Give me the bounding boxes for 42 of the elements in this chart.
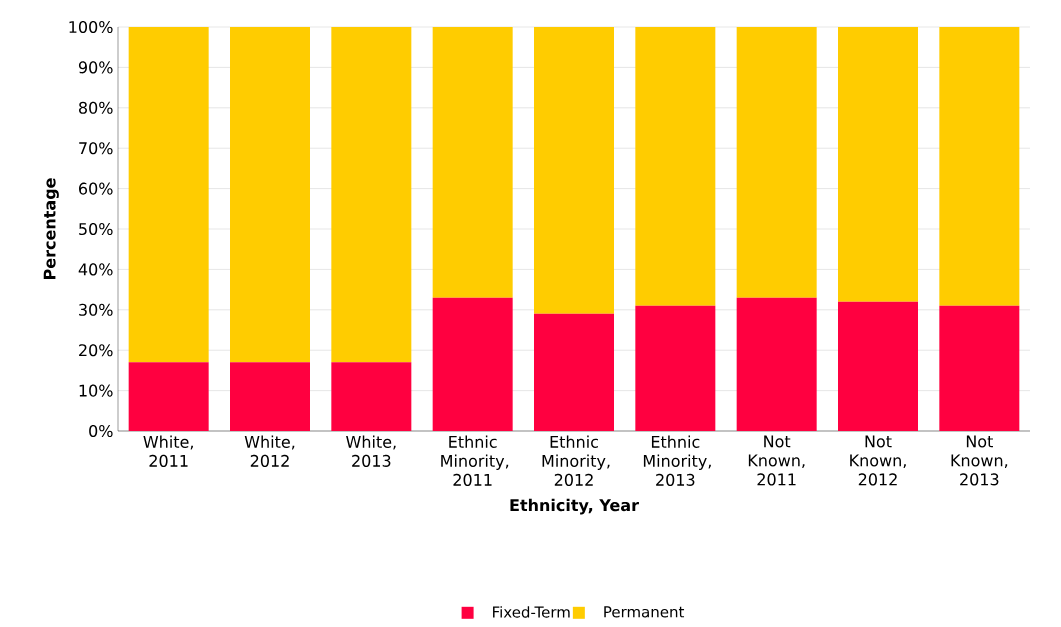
y-tick-label: 100% xyxy=(69,20,113,34)
y-tick-label: 60% xyxy=(79,182,113,195)
x-tick-label: White, 2013 xyxy=(346,435,396,467)
y-tick-label: 30% xyxy=(79,303,113,316)
legend-label: Fixed-Term xyxy=(493,606,570,618)
bar xyxy=(432,27,513,298)
y-tick-label: 80% xyxy=(79,101,113,114)
bar xyxy=(128,27,209,363)
bar xyxy=(838,301,918,432)
bar xyxy=(432,297,513,432)
x-tick-label: Ethnic Minority, 2013 xyxy=(643,435,711,486)
x-tick-label: Ethnic Minority, 2011 xyxy=(441,435,509,486)
y-tick-label: 0% xyxy=(89,424,113,438)
bar xyxy=(230,362,310,432)
bar xyxy=(534,313,614,432)
bar xyxy=(128,362,209,432)
y-axis-title: Percentage xyxy=(43,178,59,280)
x-tick-label: Not Known, 2012 xyxy=(850,435,906,486)
bar xyxy=(635,305,716,432)
bar xyxy=(736,297,817,432)
y-tick-label: 20% xyxy=(79,344,113,357)
bar xyxy=(635,27,716,306)
y-tick-label: 90% xyxy=(78,61,113,74)
y-tick-label: 50% xyxy=(79,222,113,236)
bar xyxy=(939,27,1020,306)
bar xyxy=(939,305,1020,432)
y-tick-label: 70% xyxy=(79,142,113,155)
x-tick-label: Ethnic Minority, 2012 xyxy=(542,435,610,486)
legend-label: Permanent xyxy=(604,606,685,618)
bar xyxy=(230,27,310,363)
bar xyxy=(331,27,412,363)
bar xyxy=(736,27,817,298)
x-tick-label: White, 2011 xyxy=(143,435,193,467)
x-tick-label: Not Known, 2013 xyxy=(951,435,1008,486)
bar xyxy=(534,27,614,314)
y-tick-label: 10% xyxy=(79,384,113,397)
x-axis-title: Ethnicity, Year xyxy=(510,498,639,515)
x-tick-label: Not Known, 2011 xyxy=(748,435,805,486)
x-tick-label: White, 2012 xyxy=(244,435,295,467)
y-tick-label: 40% xyxy=(78,263,113,276)
bar xyxy=(331,362,412,432)
bar xyxy=(838,27,918,302)
